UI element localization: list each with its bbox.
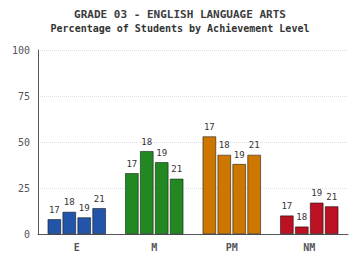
svg-text:17: 17	[204, 122, 215, 132]
svg-text:25: 25	[18, 183, 30, 194]
svg-text:18: 18	[64, 197, 75, 207]
svg-text:19: 19	[156, 148, 167, 158]
svg-text:19: 19	[234, 150, 245, 160]
svg-text:17: 17	[49, 205, 60, 215]
svg-text:PM: PM	[226, 242, 238, 253]
svg-text:18: 18	[296, 212, 307, 222]
svg-text:21: 21	[94, 194, 105, 204]
svg-text:18: 18	[219, 140, 230, 150]
svg-text:17: 17	[281, 201, 292, 211]
svg-text:Percentage of Students by Achi: Percentage of Students by Achievement Le…	[51, 23, 310, 34]
svg-text:100: 100	[12, 45, 30, 56]
svg-text:E: E	[74, 242, 80, 253]
svg-text:18: 18	[141, 137, 152, 147]
svg-text:19: 19	[79, 203, 90, 213]
svg-text:0: 0	[24, 229, 30, 240]
svg-text:19: 19	[311, 188, 322, 198]
svg-text:50: 50	[18, 137, 30, 148]
svg-text:GRADE 03 - ENGLISH LANGUAGE AR: GRADE 03 - ENGLISH LANGUAGE ARTS	[74, 8, 286, 21]
svg-text:21: 21	[326, 192, 337, 202]
svg-text:M: M	[151, 242, 157, 253]
svg-text:21: 21	[249, 140, 260, 150]
svg-text:17: 17	[126, 159, 137, 169]
svg-text:75: 75	[18, 91, 30, 102]
svg-text:NM: NM	[303, 242, 315, 253]
svg-text:21: 21	[171, 164, 182, 174]
